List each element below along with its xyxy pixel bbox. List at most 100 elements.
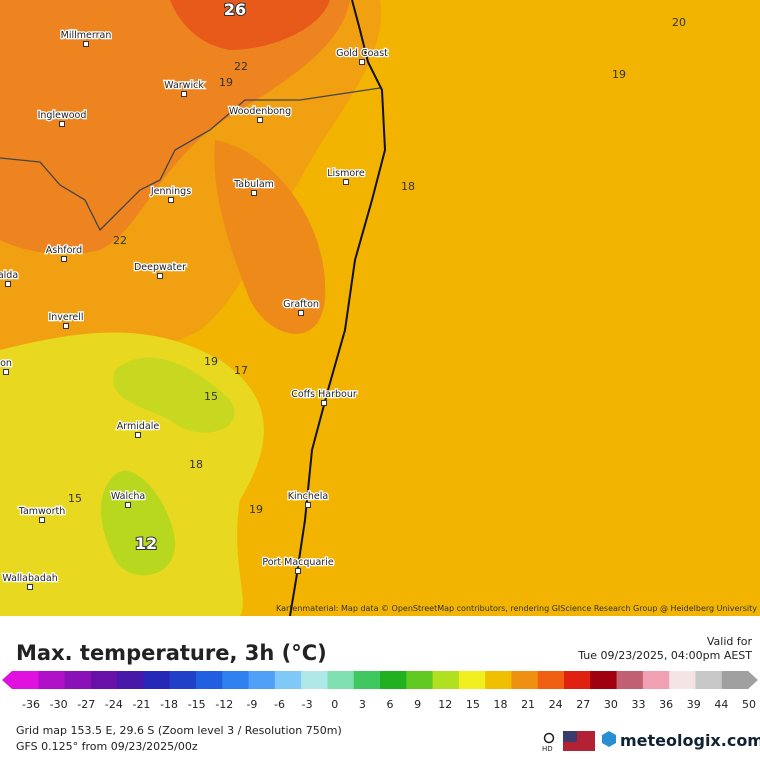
town-marker [39, 517, 45, 523]
scale-tick-label: -12 [215, 698, 233, 711]
cool-pocket [113, 357, 235, 433]
contour-label: 19 [219, 76, 233, 89]
contour-label: 15 [204, 390, 218, 403]
scale-swatch [511, 671, 539, 689]
grid-info: Grid map 153.5 E, 29.6 S (Zoom level 3 /… [16, 724, 342, 737]
town-marker [321, 400, 327, 406]
scale-swatch [117, 671, 144, 689]
town-label: alda [0, 270, 18, 281]
town-label: Warwick [164, 80, 204, 91]
scale-swatch [248, 671, 276, 689]
town-label: Inglewood [38, 110, 87, 121]
scale-tick-label: 3 [359, 698, 366, 711]
scale-swatch [274, 671, 302, 689]
scale-swatch [669, 671, 696, 689]
scale-swatch [380, 671, 407, 689]
town-marker [298, 310, 304, 316]
scale-swatch [90, 671, 118, 689]
contour-label: 15 [68, 492, 82, 505]
us-flag-canton [563, 731, 577, 742]
scale-tick-label: -27 [77, 698, 95, 711]
town-label: Walcha [111, 491, 145, 502]
scale-swatch [12, 671, 39, 689]
scale-swatch [301, 671, 328, 689]
scale-tick-label: 21 [521, 698, 535, 711]
town-marker [359, 59, 365, 65]
town-marker [295, 568, 301, 574]
contour-label: 22 [113, 234, 127, 247]
town-label: Woodenbong [229, 106, 291, 117]
town-label: Grafton [283, 299, 319, 310]
scale-tick-label: 9 [414, 698, 421, 711]
warm-pocket [214, 140, 326, 334]
town-marker [168, 197, 174, 203]
scale-swatch [695, 671, 723, 689]
contour-label: 19 [249, 503, 263, 516]
town-marker [251, 190, 257, 196]
scale-swatch [406, 671, 434, 689]
scale-swatch [590, 671, 618, 689]
zoom-icon[interactable] [543, 732, 555, 744]
scale-tick-label: -30 [50, 698, 68, 711]
attribution: Kartenmaterial: Map data © OpenStreetMap… [276, 604, 757, 613]
town-marker [61, 256, 67, 262]
scale-swatch [721, 671, 749, 689]
scale-swatch [485, 671, 512, 689]
town-marker [157, 273, 163, 279]
town-marker [181, 91, 187, 97]
scale-tick-label: 6 [387, 698, 394, 711]
town-marker [135, 432, 141, 438]
model-info: GFS 0.125° from 09/23/2025/00z [16, 740, 198, 753]
scale-swatch [616, 671, 644, 689]
scale-tick-label: 30 [604, 698, 618, 711]
hottest-zone [170, 0, 330, 50]
town-marker [59, 121, 65, 127]
scale-swatch [537, 671, 565, 689]
border-line [0, 87, 381, 232]
scale-tick-label: 24 [549, 698, 563, 711]
scale-tick-label: -24 [105, 698, 123, 711]
contour-label: 12 [135, 534, 157, 553]
town-label: Tamworth [18, 506, 66, 517]
contour-label: 17 [234, 364, 248, 377]
town-label: Lismore [327, 168, 365, 179]
town-label: Tabulam [233, 179, 274, 190]
scale-tick-label: 36 [659, 698, 673, 711]
scale-tick-label: 15 [466, 698, 480, 711]
scale-swatch [169, 671, 197, 689]
scale-tick-label: 27 [576, 698, 590, 711]
brand[interactable]: meteologix.com [620, 731, 760, 750]
contour-label: 26 [224, 0, 246, 19]
valid-label: Valid for [707, 635, 753, 648]
town-label: Kinchela [288, 491, 328, 502]
town-marker [3, 369, 9, 375]
scale-tick-label: -9 [246, 698, 257, 711]
town-marker [125, 502, 131, 508]
scale-tick-label: 33 [632, 698, 646, 711]
town-label: Gold Coast [336, 48, 388, 59]
brand-logo[interactable] [602, 731, 616, 747]
scale-tick-label: 0 [331, 698, 338, 711]
scale-swatch [143, 671, 171, 689]
scale-swatch [38, 671, 66, 689]
scale-swatch [432, 671, 460, 689]
contour-label: 20 [672, 16, 686, 29]
scale-arrow-right [748, 671, 758, 689]
hd-label[interactable]: HD [542, 745, 553, 753]
contour-label: 22 [234, 60, 248, 73]
scale-tick-label: -18 [160, 698, 178, 711]
scale-arrow-left [2, 671, 12, 689]
town-marker [257, 117, 263, 123]
town-label: Jennings [150, 186, 191, 197]
scale-tick-label: -36 [22, 698, 40, 711]
valid-time: Tue 09/23/2025, 04:00pm AEST [577, 649, 752, 662]
scale-tick-label: -6 [274, 698, 285, 711]
cool-pocket [100, 470, 176, 576]
scale-swatch [64, 671, 92, 689]
town-label: Millmerran [61, 30, 112, 41]
town-label: Wallabadah [2, 573, 57, 584]
scale-tick-label: 18 [493, 698, 507, 711]
town-label: Armidale [117, 421, 160, 432]
